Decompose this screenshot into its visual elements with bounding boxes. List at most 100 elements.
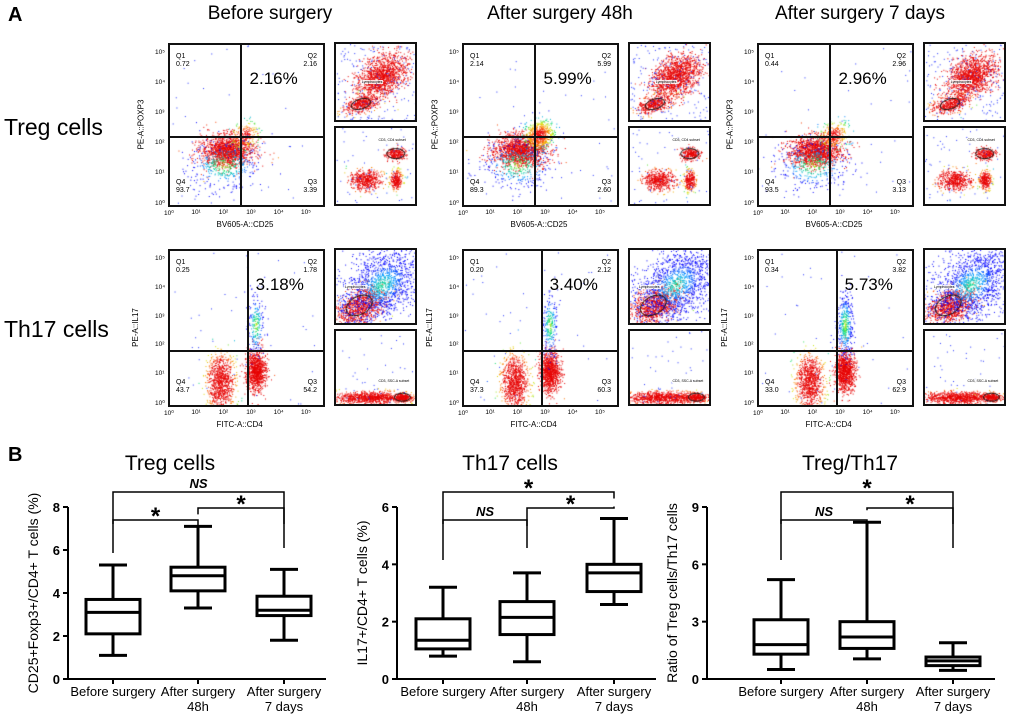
x-tick-label: 10¹: [485, 209, 495, 216]
y-tick-label: 2: [382, 615, 389, 630]
significance-star: *: [524, 475, 534, 502]
gating-plot-subset: CD3, CD4 subset: [334, 126, 417, 206]
y-axis-label: PE-A::POXP3: [136, 99, 146, 150]
quadrant-q3-label: Q3 3.13: [892, 179, 906, 194]
quadrant-q4-label: Q4 43.7: [176, 379, 190, 394]
gating-plot-lymphocytes: Lymphocytes: [334, 42, 417, 122]
quadrant-q2-label: Q2 2.96: [892, 53, 906, 68]
x-axis-label: BV605-A::CD25: [510, 220, 568, 229]
x-tick-label: 10³: [540, 209, 550, 216]
significance-star: *: [862, 475, 872, 502]
flow-plot-th17-0: Q1 0.25 Q2 1.78 Q3 54.2 Q4 43.7 3.18%: [168, 249, 325, 407]
y-tick-label: 0: [53, 672, 60, 687]
significance-bracket: [442, 519, 528, 560]
quadrant-horizontal-line: [464, 349, 617, 352]
x-tick-label: 10²: [807, 209, 818, 216]
box-2: [585, 516, 643, 606]
gating-plot-subset: CD3, CD4 subset: [628, 126, 711, 206]
chart-title: Treg cells: [125, 452, 215, 475]
quadrant-q3-label: Q3 62.9: [892, 379, 906, 394]
x-tick-label: 10⁰: [164, 210, 174, 217]
box-iqr: [752, 618, 810, 656]
q2-percentage: 2.16%: [249, 69, 298, 88]
x-tick-label: 10²: [512, 409, 523, 416]
x-tick-label: 10⁰: [164, 410, 174, 417]
flow-plot-treg-0: Q1 0.72 Q2 2.16 Q3 3.39 Q4 93.7 2.16%: [168, 43, 325, 207]
y-tick-label: 10¹: [744, 169, 754, 176]
y-axis-label: PE-A::POXP3: [725, 99, 735, 150]
x-tick-label: 10⁴: [862, 209, 873, 216]
y-tick-label: 10⁵: [744, 49, 754, 56]
x-tick-label: After surgery: [490, 684, 565, 699]
quadrant-vertical-line: [835, 251, 838, 405]
gating-plot-subset: CD3, CD4 subset: [923, 126, 1006, 206]
gate-label-top: Lymphocytes: [654, 80, 678, 84]
x-tick-label: 10²: [218, 409, 229, 416]
gate-label-bottom: CD3, SSC-A subset: [377, 378, 411, 383]
q2-percentage: 5.99%: [543, 69, 592, 88]
gate-label-bottom: CD3, CD4 subset: [671, 137, 701, 142]
y-tick-label: 10³: [155, 312, 165, 320]
quadrant-q2-label: Q2 5.99: [597, 53, 611, 68]
x-tick-label: 10¹: [485, 409, 495, 416]
panel-b-label: B: [8, 444, 23, 466]
quadrant-horizontal-line: [170, 349, 323, 352]
column-title-48h: After surgery 48h: [487, 3, 633, 24]
y-axis-label: CD25+Foxp3+/CD4+ T cells (%): [25, 493, 41, 694]
x-tick-label: 48h: [187, 699, 209, 714]
y-tick-label: 0: [692, 672, 699, 687]
box-1: [169, 524, 227, 610]
y-tick-label: 10¹: [744, 370, 754, 378]
x-tick-label: 10¹: [191, 409, 201, 416]
q2-percentage: 5.73%: [844, 275, 893, 294]
gate-label-top: Lymphocytes: [949, 80, 973, 84]
x-tick-label: 10⁵: [301, 409, 311, 416]
y-tick-label: 10⁰: [155, 200, 165, 207]
column-title-7days: After surgery 7 days: [774, 3, 946, 24]
gating-plot-lymphocytes: Lymphocytes: [628, 248, 711, 325]
y-tick-label: 10³: [744, 312, 754, 320]
ns-label: NS: [189, 476, 207, 491]
box-chart-1: Th17 cells 0 2 4 6 IL17+/CD4+ T cells (%) Befo…: [354, 452, 656, 714]
y-axis-label: PE-A::IL17: [424, 308, 434, 347]
chart-title: Th17 cells: [462, 452, 558, 475]
quadrant-horizontal-line: [464, 136, 617, 139]
box-chart-2: Treg/Th17 0 3 6 9 Ratio of Treg cells/Th17 ce…: [664, 452, 995, 714]
box-iqr: [838, 620, 896, 650]
y-axis-label: IL17+/CD4+ T cells (%): [354, 521, 370, 666]
quadrant-q2-label: Q2 2.16: [303, 53, 317, 68]
y-tick-label: 10³: [449, 109, 459, 116]
x-tick-label: 10⁰: [753, 210, 763, 217]
x-tick-label: 10³: [540, 409, 550, 416]
y-tick-label: 9: [692, 500, 699, 515]
flow-plot-treg-1: Q1 2.14 Q2 5.99 Q3 2.60 Q4 89.3 5.99%: [462, 43, 619, 207]
quadrant-vertical-line: [240, 45, 243, 205]
q2-percentage: 3.40%: [549, 275, 598, 294]
y-tick-label: 10³: [155, 109, 165, 116]
y-tick-label: 10³: [744, 109, 754, 116]
y-tick-label: 10⁴: [155, 79, 166, 86]
gate-label-bottom: CD3, CD4 subset: [377, 137, 407, 142]
significance-star: *: [905, 491, 915, 518]
x-tick-label: 10⁴: [567, 409, 578, 416]
box-1: [838, 520, 896, 661]
gating-plot-subset: CD3, SSC-A subset: [334, 329, 417, 406]
y-tick-label: 10⁰: [449, 200, 459, 207]
y-tick-label: 10¹: [155, 370, 165, 378]
quadrant-q4-label: Q4 37.3: [470, 379, 484, 394]
x-tick-label: Before surgery: [70, 684, 156, 699]
x-tick-label: 10⁵: [301, 209, 311, 216]
x-tick-label: 48h: [856, 699, 878, 714]
box-iqr: [255, 594, 313, 618]
x-tick-label: 10⁴: [273, 409, 284, 416]
x-tick-label: Before surgery: [400, 684, 486, 699]
y-tick-label: 3: [692, 615, 699, 630]
y-tick-label: 2: [53, 629, 60, 644]
x-tick-label: After surgery: [247, 684, 322, 699]
y-tick-label: 10¹: [449, 370, 459, 378]
y-tick-label: 10⁵: [449, 255, 459, 262]
y-tick-label: 10⁵: [155, 49, 165, 56]
gate-label-top: Lymphocytes: [360, 80, 384, 84]
box-plots: Treg cells 0 2 4 6 8 CD25+Foxp3+/CD4+ T cells …: [25, 452, 995, 714]
gating-scatter: [630, 331, 709, 404]
